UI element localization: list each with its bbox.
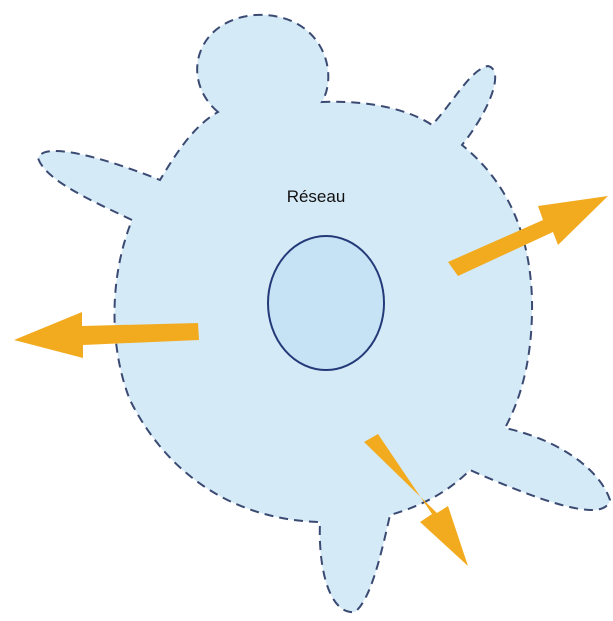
arrow-down [364, 434, 468, 566]
arrow-left [14, 312, 199, 358]
inner-node [267, 235, 385, 371]
arrow-right [448, 196, 608, 276]
network-label: Réseau [287, 187, 346, 206]
